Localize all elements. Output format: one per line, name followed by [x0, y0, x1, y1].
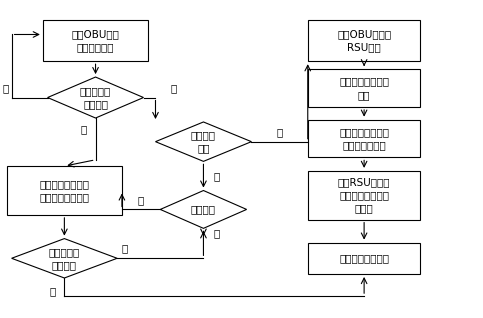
Polygon shape — [160, 190, 247, 228]
Text: 否: 否 — [3, 83, 9, 93]
FancyBboxPatch shape — [43, 20, 148, 61]
Text: 发送公交相位绿灯
请求: 发送公交相位绿灯 请求 — [339, 76, 389, 100]
Text: 满足优先
条件: 满足优先 条件 — [191, 130, 216, 153]
Text: 路口RSU求解配
时、建议车速和驻
站时间: 路口RSU求解配 时、建议车速和驻 站时间 — [338, 177, 390, 213]
Text: 站点OBU与路口
RSU通信: 站点OBU与路口 RSU通信 — [337, 29, 391, 52]
Polygon shape — [48, 77, 143, 118]
Text: 校验其是否具有优
先权限并获取信息: 校验其是否具有优 先权限并获取信息 — [40, 179, 89, 202]
Text: 同时有多个
电子标签: 同时有多个 电子标签 — [49, 247, 80, 270]
Text: 判断规则: 判断规则 — [191, 204, 216, 214]
Polygon shape — [156, 122, 252, 161]
FancyBboxPatch shape — [7, 166, 122, 215]
Text: 是: 是 — [276, 127, 283, 137]
Text: 否: 否 — [213, 171, 219, 181]
FancyBboxPatch shape — [308, 120, 421, 157]
FancyBboxPatch shape — [308, 69, 421, 107]
Text: 是: 是 — [213, 228, 219, 238]
FancyBboxPatch shape — [308, 171, 421, 220]
FancyBboxPatch shape — [308, 20, 421, 61]
Text: 是: 是 — [170, 83, 177, 93]
Text: 是: 是 — [81, 124, 86, 134]
Text: 站点OBU搜索
车载电子标签: 站点OBU搜索 车载电子标签 — [71, 29, 119, 52]
Text: 执行公交优先方案: 执行公交优先方案 — [339, 253, 389, 263]
Text: 否: 否 — [49, 286, 56, 296]
FancyBboxPatch shape — [308, 243, 421, 274]
Text: 界面显示电子标签
具有优先通行权: 界面显示电子标签 具有优先通行权 — [339, 127, 389, 150]
Polygon shape — [12, 238, 117, 278]
Text: 否: 否 — [138, 195, 144, 205]
Text: 是: 是 — [122, 244, 128, 253]
Text: 通信区域有
电子标签: 通信区域有 电子标签 — [80, 86, 111, 109]
